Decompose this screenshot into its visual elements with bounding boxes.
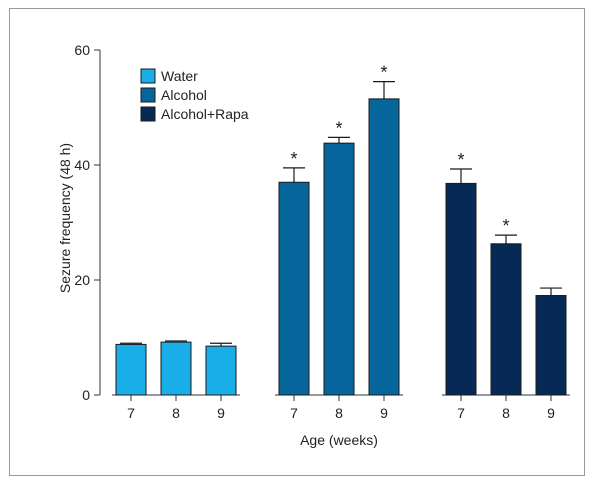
bar-water-9 xyxy=(205,345,237,396)
bar-water-8 xyxy=(160,341,192,396)
axes: 0 20 40 60 7 8 9 7 8 9 7 8 9 xyxy=(74,42,570,421)
x-tick-label: 8 xyxy=(172,405,180,421)
y-tick-label: 20 xyxy=(74,272,90,288)
bar-alcohol-8 xyxy=(323,142,355,396)
y-axis-label: Sezure frequency (48 h) xyxy=(57,143,73,293)
legend-swatch xyxy=(140,87,156,103)
bar-alcohol-7 xyxy=(278,181,310,396)
x-tick-label: 9 xyxy=(217,405,225,421)
significance-star: * xyxy=(502,216,509,236)
bar-alcohol-rapa-9 xyxy=(535,295,567,396)
x-tick-label: 8 xyxy=(335,405,343,421)
legend-label: Water xyxy=(161,68,198,84)
significance-star: * xyxy=(335,118,342,138)
legend-label: Alcohol xyxy=(161,87,207,103)
y-tick-label: 40 xyxy=(74,157,90,173)
x-tick-label: 7 xyxy=(127,405,135,421)
x-tick-label: 7 xyxy=(457,405,465,421)
significance-star: * xyxy=(380,63,387,83)
legend-swatch xyxy=(140,106,156,122)
legend: Water Alcohol Alcohol+Rapa xyxy=(140,68,249,122)
legend-label: Alcohol+Rapa xyxy=(161,106,249,122)
bar-alcohol-9 xyxy=(368,98,400,396)
bar-water-7 xyxy=(115,343,147,396)
x-tick-label: 7 xyxy=(290,405,298,421)
bar-alcohol-rapa-7 xyxy=(445,182,477,396)
legend-swatch xyxy=(140,68,156,84)
significance-star: * xyxy=(290,149,297,169)
x-tick-label: 8 xyxy=(502,405,510,421)
x-axis-label: Age (weeks) xyxy=(300,432,378,448)
y-tick-label: 60 xyxy=(74,42,90,58)
bars: * * * * * xyxy=(115,63,567,396)
x-tick-label: 9 xyxy=(380,405,388,421)
bar-alcohol-rapa-8 xyxy=(490,243,522,396)
x-tick-label: 9 xyxy=(547,405,555,421)
y-tick-label: 0 xyxy=(82,387,90,403)
significance-star: * xyxy=(457,150,464,170)
